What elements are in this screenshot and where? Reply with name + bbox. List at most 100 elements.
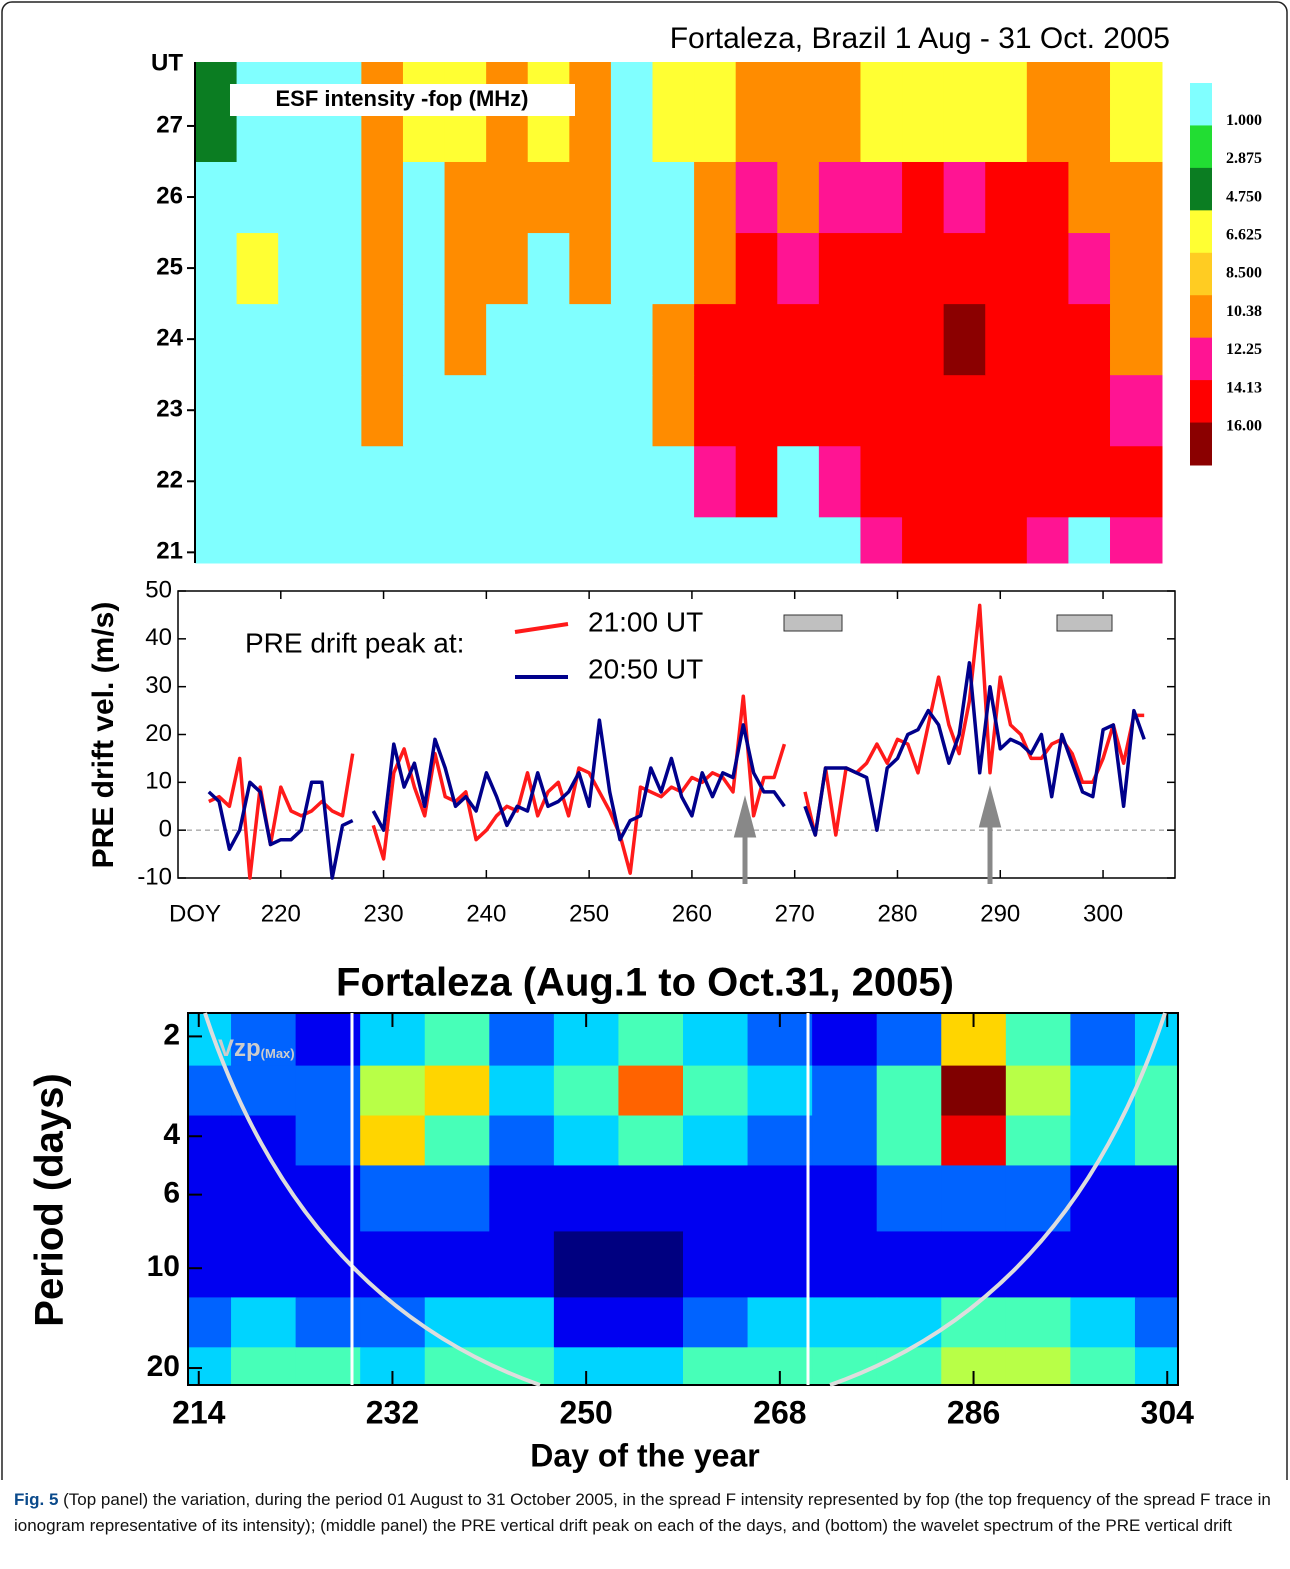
heatmap-cell: [486, 232, 529, 305]
heatmap-cell: [902, 232, 945, 305]
heatmap-cell: [1026, 232, 1069, 305]
colorbar-swatch: [1190, 210, 1212, 254]
colorbar-swatch: [1190, 337, 1212, 381]
heatmap-cell: [444, 161, 487, 234]
wavelet-cell: [876, 1297, 942, 1348]
heatmap-cell: [943, 62, 986, 162]
y-tick-label: 25: [156, 253, 183, 280]
wavelet-cell: [489, 1231, 555, 1298]
heatmap-cell: [943, 232, 986, 305]
wavelet-cell: [1134, 1115, 1179, 1166]
y-tick-label: 24: [156, 324, 183, 351]
heatmap-cell: [860, 445, 903, 518]
heatmap-cell: [195, 374, 238, 447]
heatmap-cell: [985, 232, 1028, 305]
y-tick-label: 10: [145, 768, 172, 795]
panel-title: Fortaleza (Aug.1 to Oct.31, 2005): [336, 961, 954, 1005]
heatmap-cell: [818, 62, 861, 162]
x-axis-label: Day of the year: [530, 1437, 759, 1473]
heatmap-cell: [652, 374, 695, 447]
caption: Fig. 5 (Top panel) the variation, during…: [14, 1487, 1276, 1539]
heatmap-cell: [943, 303, 986, 376]
heatmap-cell: [777, 303, 820, 376]
wavelet-cell: [1070, 1165, 1136, 1232]
wavelet-cell: [683, 1013, 749, 1067]
heatmap-cell: [195, 232, 238, 305]
y-tick-label: 22: [156, 467, 183, 494]
wavelet-cell: [188, 1065, 232, 1117]
colorbar-label: 1.000: [1226, 112, 1262, 129]
heatmap-cell: [735, 232, 778, 305]
heatmap-cell: [402, 445, 446, 518]
arrow: [978, 785, 1002, 884]
heatmap-cell: [694, 62, 737, 162]
heatmap-cell: [652, 303, 695, 376]
heatmap-cell: [569, 303, 612, 376]
wavelet-cell: [188, 1165, 232, 1232]
heatmap-cell: [1068, 516, 1111, 564]
legend-label: 20:50 UT: [588, 653, 703, 684]
heatmap-cell: [735, 516, 778, 564]
series-line: [208, 603, 1145, 880]
wavelet-cell: [1070, 1013, 1136, 1067]
heatmap-cell: [569, 161, 612, 234]
heatmap-cell: [402, 232, 446, 305]
heatmap-cell: [486, 161, 529, 234]
y-axis-label: UT: [151, 49, 183, 76]
heatmap-cell: [777, 232, 820, 305]
heatmap-cell: [236, 374, 279, 447]
wavelet-cell: [188, 1347, 232, 1386]
y-tick-label: 0: [159, 816, 172, 843]
wavelet-cell: [295, 1115, 361, 1166]
heatmap-cell: [236, 303, 279, 376]
wavelet-cell: [876, 1115, 942, 1166]
annotation: Vzp(Max): [218, 1035, 295, 1062]
heatmap-cell: [735, 62, 778, 162]
heatmap-cell: [1026, 62, 1069, 162]
wavelet-cell: [231, 1115, 297, 1166]
heatmap-cell: [527, 445, 570, 518]
heatmap-cell: [278, 374, 321, 447]
wavelet-cell: [295, 1013, 361, 1067]
heatmap-cell: [777, 374, 820, 447]
heatmap-cell: [402, 374, 446, 447]
heatmap-cell: [1026, 445, 1069, 518]
y-tick-label: 30: [145, 672, 172, 699]
heatmap-cell: [236, 516, 279, 564]
heatmap-cell: [278, 445, 321, 518]
x-tick-label: 304: [1141, 1394, 1195, 1430]
wavelet-cell: [231, 1231, 297, 1298]
heatmap-cell: [527, 516, 570, 564]
colorbar-label: 12.25: [1226, 341, 1262, 358]
wavelet-cell: [941, 1165, 1007, 1232]
heatmap-cell: [818, 374, 861, 447]
colorbar-label: 8.500: [1226, 265, 1262, 282]
y-axis-label: Period (days): [28, 1073, 72, 1326]
heatmap-cell: [278, 232, 321, 305]
y-tick-label: 50: [145, 576, 172, 603]
wavelet-cell: [360, 1115, 426, 1166]
wavelet-cell: [876, 1165, 942, 1232]
heatmap-cell: [818, 516, 861, 564]
heatmap-cell: [1026, 161, 1069, 234]
heatmap-cell: [1068, 161, 1111, 234]
colorbar-label: 2.875: [1226, 150, 1262, 167]
colorbar-label: 10.38: [1226, 303, 1262, 320]
heatmap-cell: [610, 374, 654, 447]
x-tick-label: 240: [466, 900, 506, 927]
heatmap-cell: [943, 161, 986, 234]
heatmap-cell: [527, 374, 570, 447]
wavelet-cell: [360, 1297, 426, 1348]
y-tick-label: 2: [163, 1018, 180, 1051]
heatmap-cell: [319, 232, 362, 305]
wavelet-cell: [812, 1065, 878, 1117]
y-tick-label: 27: [156, 111, 183, 138]
y-tick-label: 10: [147, 1250, 180, 1283]
wavelet-cell: [489, 1115, 555, 1166]
heatmap-cell: [1068, 303, 1111, 376]
heatmap-cell: [777, 516, 820, 564]
annotation: ESF intensity -fop (MHz): [276, 86, 529, 111]
wavelet-cell: [360, 1231, 426, 1298]
heatmap-cell: [486, 516, 529, 564]
